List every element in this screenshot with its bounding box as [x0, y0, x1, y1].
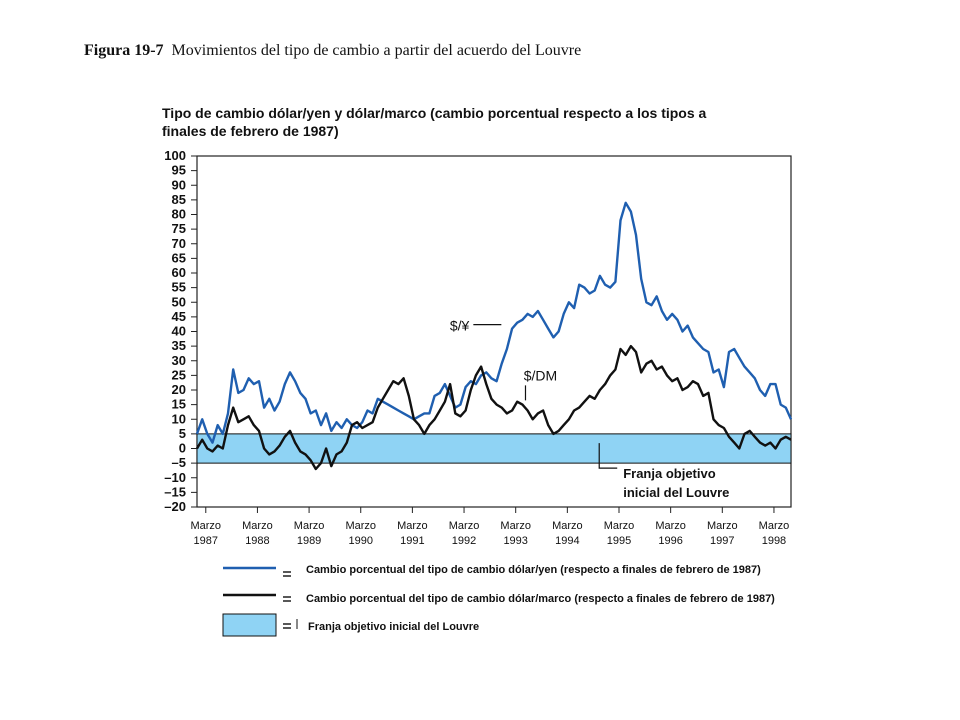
x-tick-label-month: Marzo: [449, 520, 480, 532]
y-tick-label: –10: [164, 470, 186, 485]
y-tick-label: 15: [172, 397, 186, 412]
y-tick-label: 10: [172, 411, 186, 426]
x-tick-label-month: Marzo: [655, 520, 686, 532]
y-tick-label: 55: [172, 280, 186, 295]
y-tick-label: 0: [179, 441, 186, 456]
x-tick-label-year: 1991: [400, 535, 424, 547]
y-tick-label: 65: [172, 250, 186, 265]
y-tick-label: –20: [164, 499, 186, 514]
y-tick-label: 75: [172, 221, 186, 236]
band-label-bracket: [598, 443, 618, 469]
figure-title: Figura 19-7 Movimientos del tipo de camb…: [84, 42, 581, 60]
x-tick-label-month: Marzo: [242, 520, 273, 532]
louvre-target-band: [196, 433, 792, 464]
x-tick-label-year: 1992: [452, 535, 476, 547]
y-tick-label: 30: [172, 353, 186, 368]
chart-title: Tipo de cambio dólar/yen y dólar/marco (…: [162, 105, 707, 139]
figure-number: Figura 19-7: [84, 42, 164, 59]
x-tick-label-month: Marzo: [707, 520, 738, 532]
y-tick-label: 90: [172, 177, 186, 192]
x-tick-label-month: Marzo: [397, 520, 428, 532]
series-line-usd-yen: [195, 201, 793, 444]
y-tick-label: –15: [164, 484, 186, 499]
y-tick-label: 100: [164, 148, 186, 163]
x-tick-label-year: 1987: [194, 535, 218, 547]
band-label-line-2: inicial del Louvre: [623, 485, 729, 500]
x-tick-label-year: 1998: [762, 535, 786, 547]
annotation-usd-dm: $/DM: [524, 367, 557, 383]
y-tick-label: 40: [172, 324, 186, 339]
series-line-usd-dm: [195, 344, 792, 471]
y-tick-label: 50: [172, 294, 186, 309]
x-tick-label-year: 1988: [245, 535, 269, 547]
y-tick-label: 5: [179, 426, 186, 441]
figure-caption: Movimientos del tipo de cambio a partir …: [171, 42, 582, 59]
x-tick-label-year: 1990: [348, 535, 372, 547]
legend-item-text-3: Franja objetivo inicial del Louvre: [308, 621, 479, 633]
y-tick-label: 45: [172, 309, 186, 324]
x-tick-label-year: 1995: [607, 535, 631, 547]
annotation-usd-yen: $/¥: [450, 318, 470, 334]
x-tick-label-year: 1993: [503, 535, 527, 547]
x-tick-label-month: Marzo: [552, 520, 583, 532]
series-lines: [195, 201, 793, 471]
legend: Cambio porcentual del tipo de cambio dól…: [222, 564, 775, 637]
y-tick-label: –5: [172, 455, 186, 470]
x-tick-label-year: 1996: [658, 535, 682, 547]
y-tick-label: 95: [172, 163, 186, 178]
y-tick-label: 80: [172, 207, 186, 222]
y-tick-label: 35: [172, 338, 186, 353]
legend-item-text-1: Cambio porcentual del tipo de cambio dól…: [306, 564, 761, 576]
x-tick-label-month: Marzo: [759, 520, 790, 532]
x-tick-label-year: 1997: [710, 535, 734, 547]
y-tick-label: 85: [172, 192, 186, 207]
x-tick-label-month: Marzo: [294, 520, 325, 532]
legend-item-text-2: Cambio porcentual del tipo de cambio dól…: [306, 593, 775, 605]
x-axis-ticks: Marzo 1987 Marzo 1988 Marzo 1989 Marzo 1990 Marz…: [190, 507, 789, 547]
y-tick-label: 20: [172, 382, 186, 397]
line-annotations: $/¥ $/DM: [450, 318, 557, 401]
x-tick-label-month: Marzo: [500, 520, 531, 532]
y-tick-label: 70: [172, 236, 186, 251]
legend-swatch-band: [222, 613, 277, 637]
x-tick-label-month: Marzo: [604, 520, 635, 532]
x-tick-label-year: 1994: [555, 535, 579, 547]
x-tick-label-year: 1989: [297, 535, 321, 547]
louvre-band-group: Franja objetivo inicial del Louvre: [196, 433, 792, 500]
y-axis-ticks: 1009590858075706560555045403530252015105…: [164, 148, 197, 514]
x-tick-label-month: Marzo: [190, 520, 221, 532]
y-tick-label: 60: [172, 265, 186, 280]
y-tick-label: 25: [172, 367, 186, 382]
band-label-line-1: Franja objetivo: [623, 466, 716, 481]
x-tick-label-month: Marzo: [345, 520, 376, 532]
